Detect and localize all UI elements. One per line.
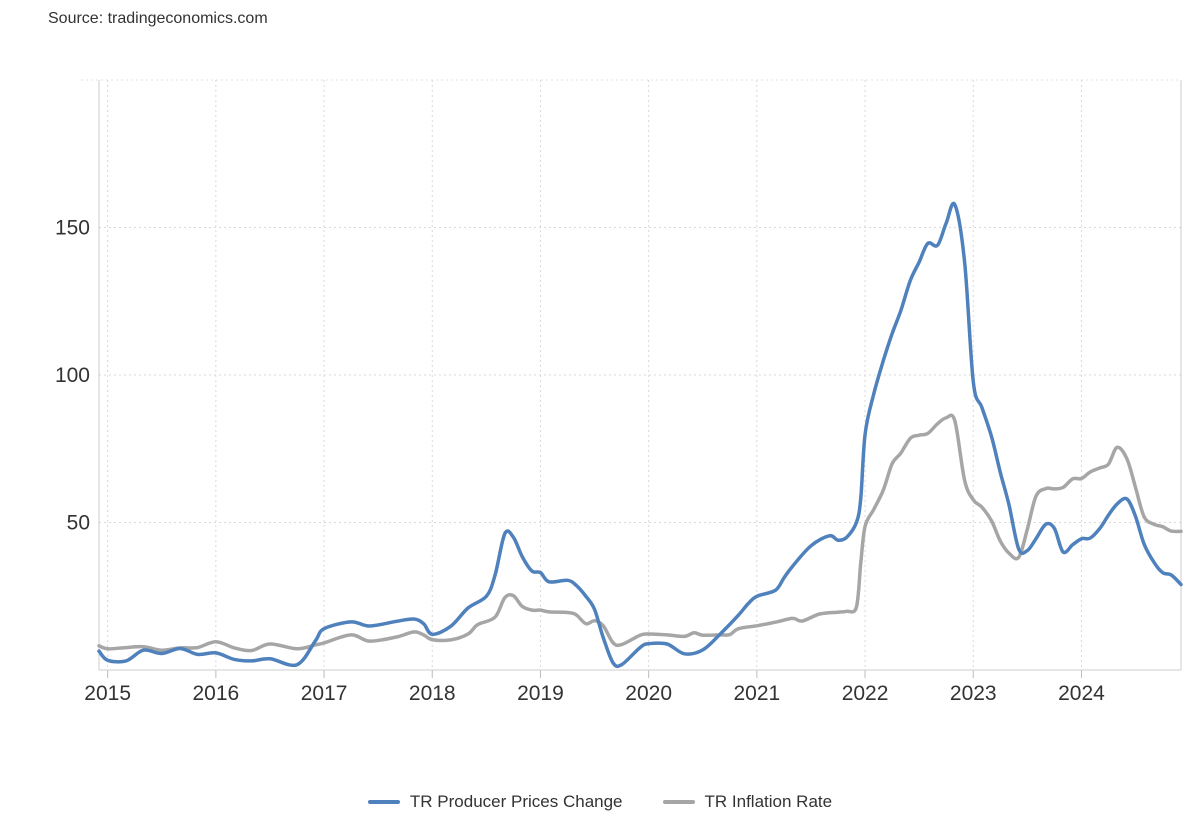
series-lines [97, 201, 1183, 669]
legend-swatch-inflation-rate [662, 800, 695, 804]
x-tick-label-2023: 2023 [950, 682, 997, 705]
x-tick-label-2018: 2018 [409, 682, 456, 705]
x-tick-label-2022: 2022 [842, 682, 889, 705]
legend-label-producer-prices: TR Producer Prices Change [409, 792, 623, 811]
y-tick-label-150: 150 [55, 217, 90, 240]
series-line-producer-prices [97, 201, 1183, 669]
x-tick-label-2021: 2021 [733, 682, 780, 705]
legend-label-inflation-rate: TR Inflation Rate [704, 792, 833, 811]
tick-labels: 50 100 150 2015 2016 2017 2018 2019 2020 2021 2022… [55, 217, 1105, 706]
series-line-inflation-rate [97, 413, 1183, 653]
grid [81, 79, 1181, 670]
axes [98, 80, 1182, 678]
x-tick-label-2024: 2024 [1058, 682, 1105, 705]
x-tick-label-2019: 2019 [517, 682, 564, 705]
x-tick-label-2015: 2015 [84, 682, 131, 705]
legend-item-inflation-rate[interactable]: TR Inflation Rate [662, 792, 833, 812]
source-label: Source: tradingeconomics.com [48, 10, 268, 27]
x-tick-label-2016: 2016 [192, 682, 239, 705]
y-tick-label-100: 100 [55, 364, 90, 387]
legend-swatch-producer-prices [367, 800, 400, 804]
x-tick-label-2017: 2017 [301, 682, 348, 705]
x-tick-label-2020: 2020 [625, 682, 672, 705]
y-tick-label-50: 50 [67, 512, 90, 535]
legend: TR Producer Prices Change TR Inflation R… [0, 792, 1200, 812]
legend-item-producer-prices[interactable]: TR Producer Prices Change [367, 792, 623, 812]
